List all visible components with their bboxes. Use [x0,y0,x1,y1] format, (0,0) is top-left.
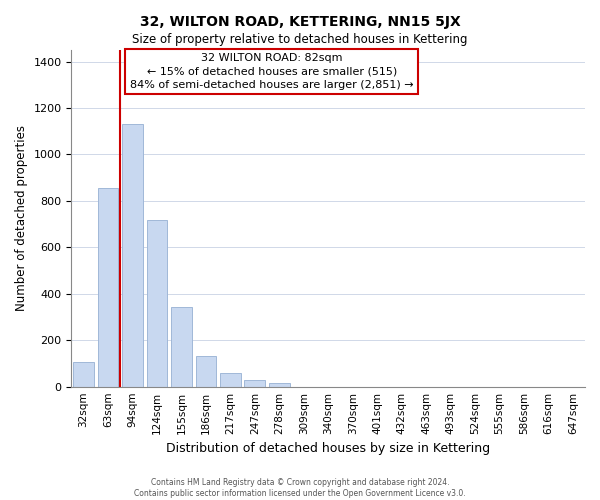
Bar [98,188,118,386]
Bar [122,124,143,386]
Y-axis label: Number of detached properties: Number of detached properties [15,126,28,312]
Bar [171,306,192,386]
Text: Contains HM Land Registry data © Crown copyright and database right 2024.
Contai: Contains HM Land Registry data © Crown c… [134,478,466,498]
Bar [269,383,290,386]
Bar [196,356,217,386]
Text: 32, WILTON ROAD, KETTERING, NN15 5JX: 32, WILTON ROAD, KETTERING, NN15 5JX [140,15,460,29]
X-axis label: Distribution of detached houses by size in Kettering: Distribution of detached houses by size … [166,442,490,455]
Text: 32 WILTON ROAD: 82sqm
← 15% of detached houses are smaller (515)
84% of semi-det: 32 WILTON ROAD: 82sqm ← 15% of detached … [130,54,413,90]
Bar [73,362,94,386]
Bar [244,380,265,386]
Bar [146,220,167,386]
Bar [220,372,241,386]
Text: Size of property relative to detached houses in Kettering: Size of property relative to detached ho… [132,32,468,46]
